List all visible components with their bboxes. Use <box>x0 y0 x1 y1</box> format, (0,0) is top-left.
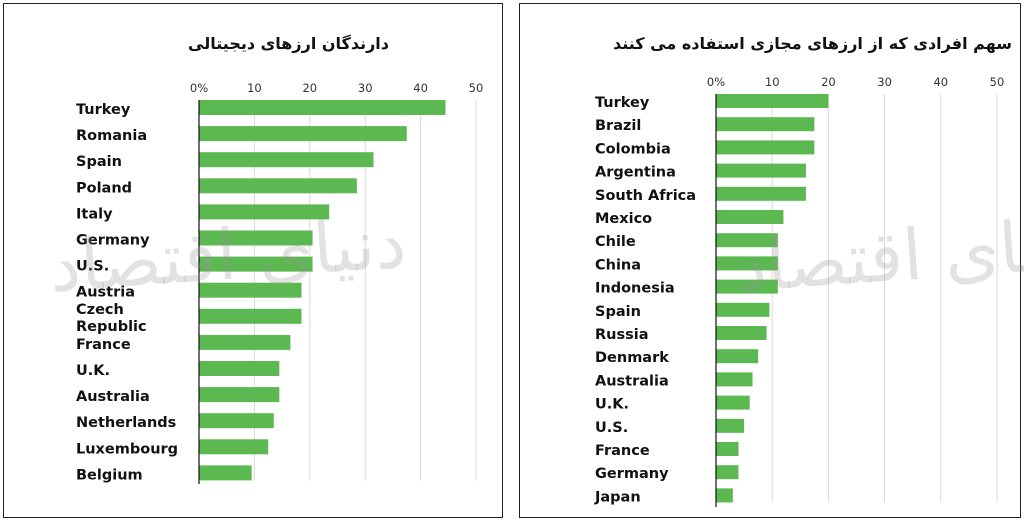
category-label: U.K. <box>595 397 629 413</box>
bar <box>199 256 313 272</box>
category-label: Turkey <box>595 95 650 111</box>
category-label: Austria <box>76 285 135 301</box>
category-label: Mexico <box>595 211 652 227</box>
category-label: China <box>595 257 641 273</box>
bar <box>716 442 739 456</box>
category-label: Brazil <box>595 118 641 134</box>
chart-title-left: دارندگان ارزهای دیجیتالی <box>188 34 389 53</box>
bar <box>199 126 407 142</box>
bar <box>716 210 784 224</box>
bar <box>716 418 745 433</box>
x-tick-label: 10 <box>247 81 262 95</box>
category-label: Luxembourg <box>76 441 178 457</box>
x-tick-label: 0% <box>707 75 725 89</box>
x-tick-label: 30 <box>877 75 892 89</box>
bar <box>716 256 778 271</box>
category-label: U.K. <box>76 363 110 379</box>
category-label: France <box>76 337 131 353</box>
bar <box>716 117 815 132</box>
chart-panel-right: 0% 10 20 30 40 50 Turkey Brazil Colombia Argentin… <box>519 3 1024 518</box>
x-tick-label: 20 <box>821 75 836 89</box>
x-tick-label: 50 <box>990 75 1005 89</box>
x-tick-label: 50 <box>469 81 484 95</box>
bar <box>199 230 313 246</box>
bar <box>716 326 767 340</box>
bar <box>716 279 778 294</box>
bar <box>199 465 252 481</box>
category-label: South Africa <box>595 188 696 204</box>
bar <box>199 334 291 350</box>
category-label: Netherlands <box>76 415 176 431</box>
category-label: Poland <box>76 180 132 196</box>
bar <box>199 282 302 298</box>
category-label: Romania <box>76 128 147 144</box>
bar <box>716 302 770 317</box>
category-label: Germany <box>76 233 150 249</box>
bar <box>716 140 815 155</box>
category-label: Denmark <box>595 350 669 366</box>
category-label: U.S. <box>76 259 109 275</box>
bar <box>716 465 739 480</box>
bar <box>199 308 302 324</box>
x-tick-label: 40 <box>413 81 428 95</box>
bar <box>199 439 269 455</box>
category-label: Chile <box>595 234 636 250</box>
category-label: U.S. <box>595 420 628 436</box>
bar <box>716 186 806 201</box>
category-label: Russia <box>595 327 649 343</box>
category-label: Indonesia <box>595 281 675 297</box>
bar <box>199 387 280 403</box>
chart-panel-left: 0% 10 20 30 40 50 Turkey Romania Spain Poland Ital… <box>3 3 503 518</box>
bar <box>199 100 446 115</box>
category-label: Czech Republic <box>76 302 147 335</box>
category-label: Australia <box>76 389 150 405</box>
bar <box>716 94 829 108</box>
category-label: Turkey <box>76 102 131 118</box>
chart-title-right: سهم افرادی که از ارزهای مجازی استفاده می… <box>612 34 1012 53</box>
x-tick-label: 20 <box>302 81 317 95</box>
category-label: Spain <box>595 304 641 320</box>
bar <box>716 395 750 410</box>
category-label: France <box>595 443 650 459</box>
category-label: Germany <box>595 466 669 482</box>
x-tick-label: 40 <box>933 75 948 89</box>
bar <box>199 152 374 168</box>
bar <box>716 372 753 387</box>
category-label: Japan <box>594 489 641 505</box>
bar <box>716 349 759 364</box>
bar <box>716 233 778 248</box>
category-label: Italy <box>76 206 113 222</box>
bar <box>199 178 357 194</box>
category-label: Argentina <box>595 165 676 181</box>
bar <box>716 163 806 178</box>
bar <box>199 361 280 376</box>
category-label: Belgium <box>76 467 143 483</box>
x-tick-label: 0% <box>190 81 208 95</box>
chart-left: 0% 10 20 30 40 50 Turkey Romania Spain Poland Ital… <box>76 81 484 484</box>
bar <box>716 488 733 503</box>
chart-right: 0% 10 20 30 40 50 Turkey Brazil Colombia Argentin… <box>594 75 1005 507</box>
bar <box>199 204 330 220</box>
bar <box>199 413 274 429</box>
x-tick-label: 10 <box>765 75 780 89</box>
category-label: Spain <box>76 154 122 170</box>
category-label: Australia <box>595 373 669 389</box>
x-tick-label: 30 <box>358 81 373 95</box>
category-label: Colombia <box>595 141 671 157</box>
